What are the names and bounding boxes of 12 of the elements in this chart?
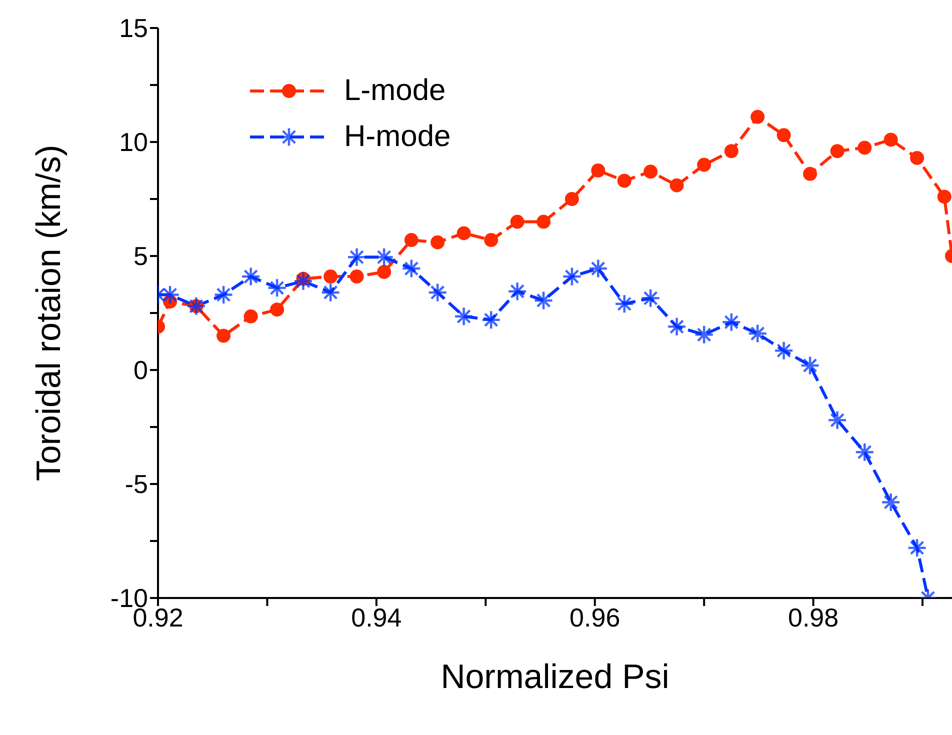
y-tick-label: 5 xyxy=(134,241,148,272)
legend-label: L-mode xyxy=(344,74,446,108)
y-axis-title: Toroidal rotaion (km/s) xyxy=(30,144,68,482)
x-tick-label: 0.96 xyxy=(570,602,620,632)
x-tick-label: 0.98 xyxy=(788,602,839,632)
x-axis-title: Normalized Psi xyxy=(440,658,670,696)
y-tick-label: 0 xyxy=(134,355,148,386)
y-tick-label: 10 xyxy=(119,127,148,158)
x-tick-label: 0.94 xyxy=(351,602,402,632)
y-tick-label: 15 xyxy=(119,13,148,44)
legend-label: H-mode xyxy=(344,120,451,154)
y-tick-label: -5 xyxy=(124,469,148,500)
